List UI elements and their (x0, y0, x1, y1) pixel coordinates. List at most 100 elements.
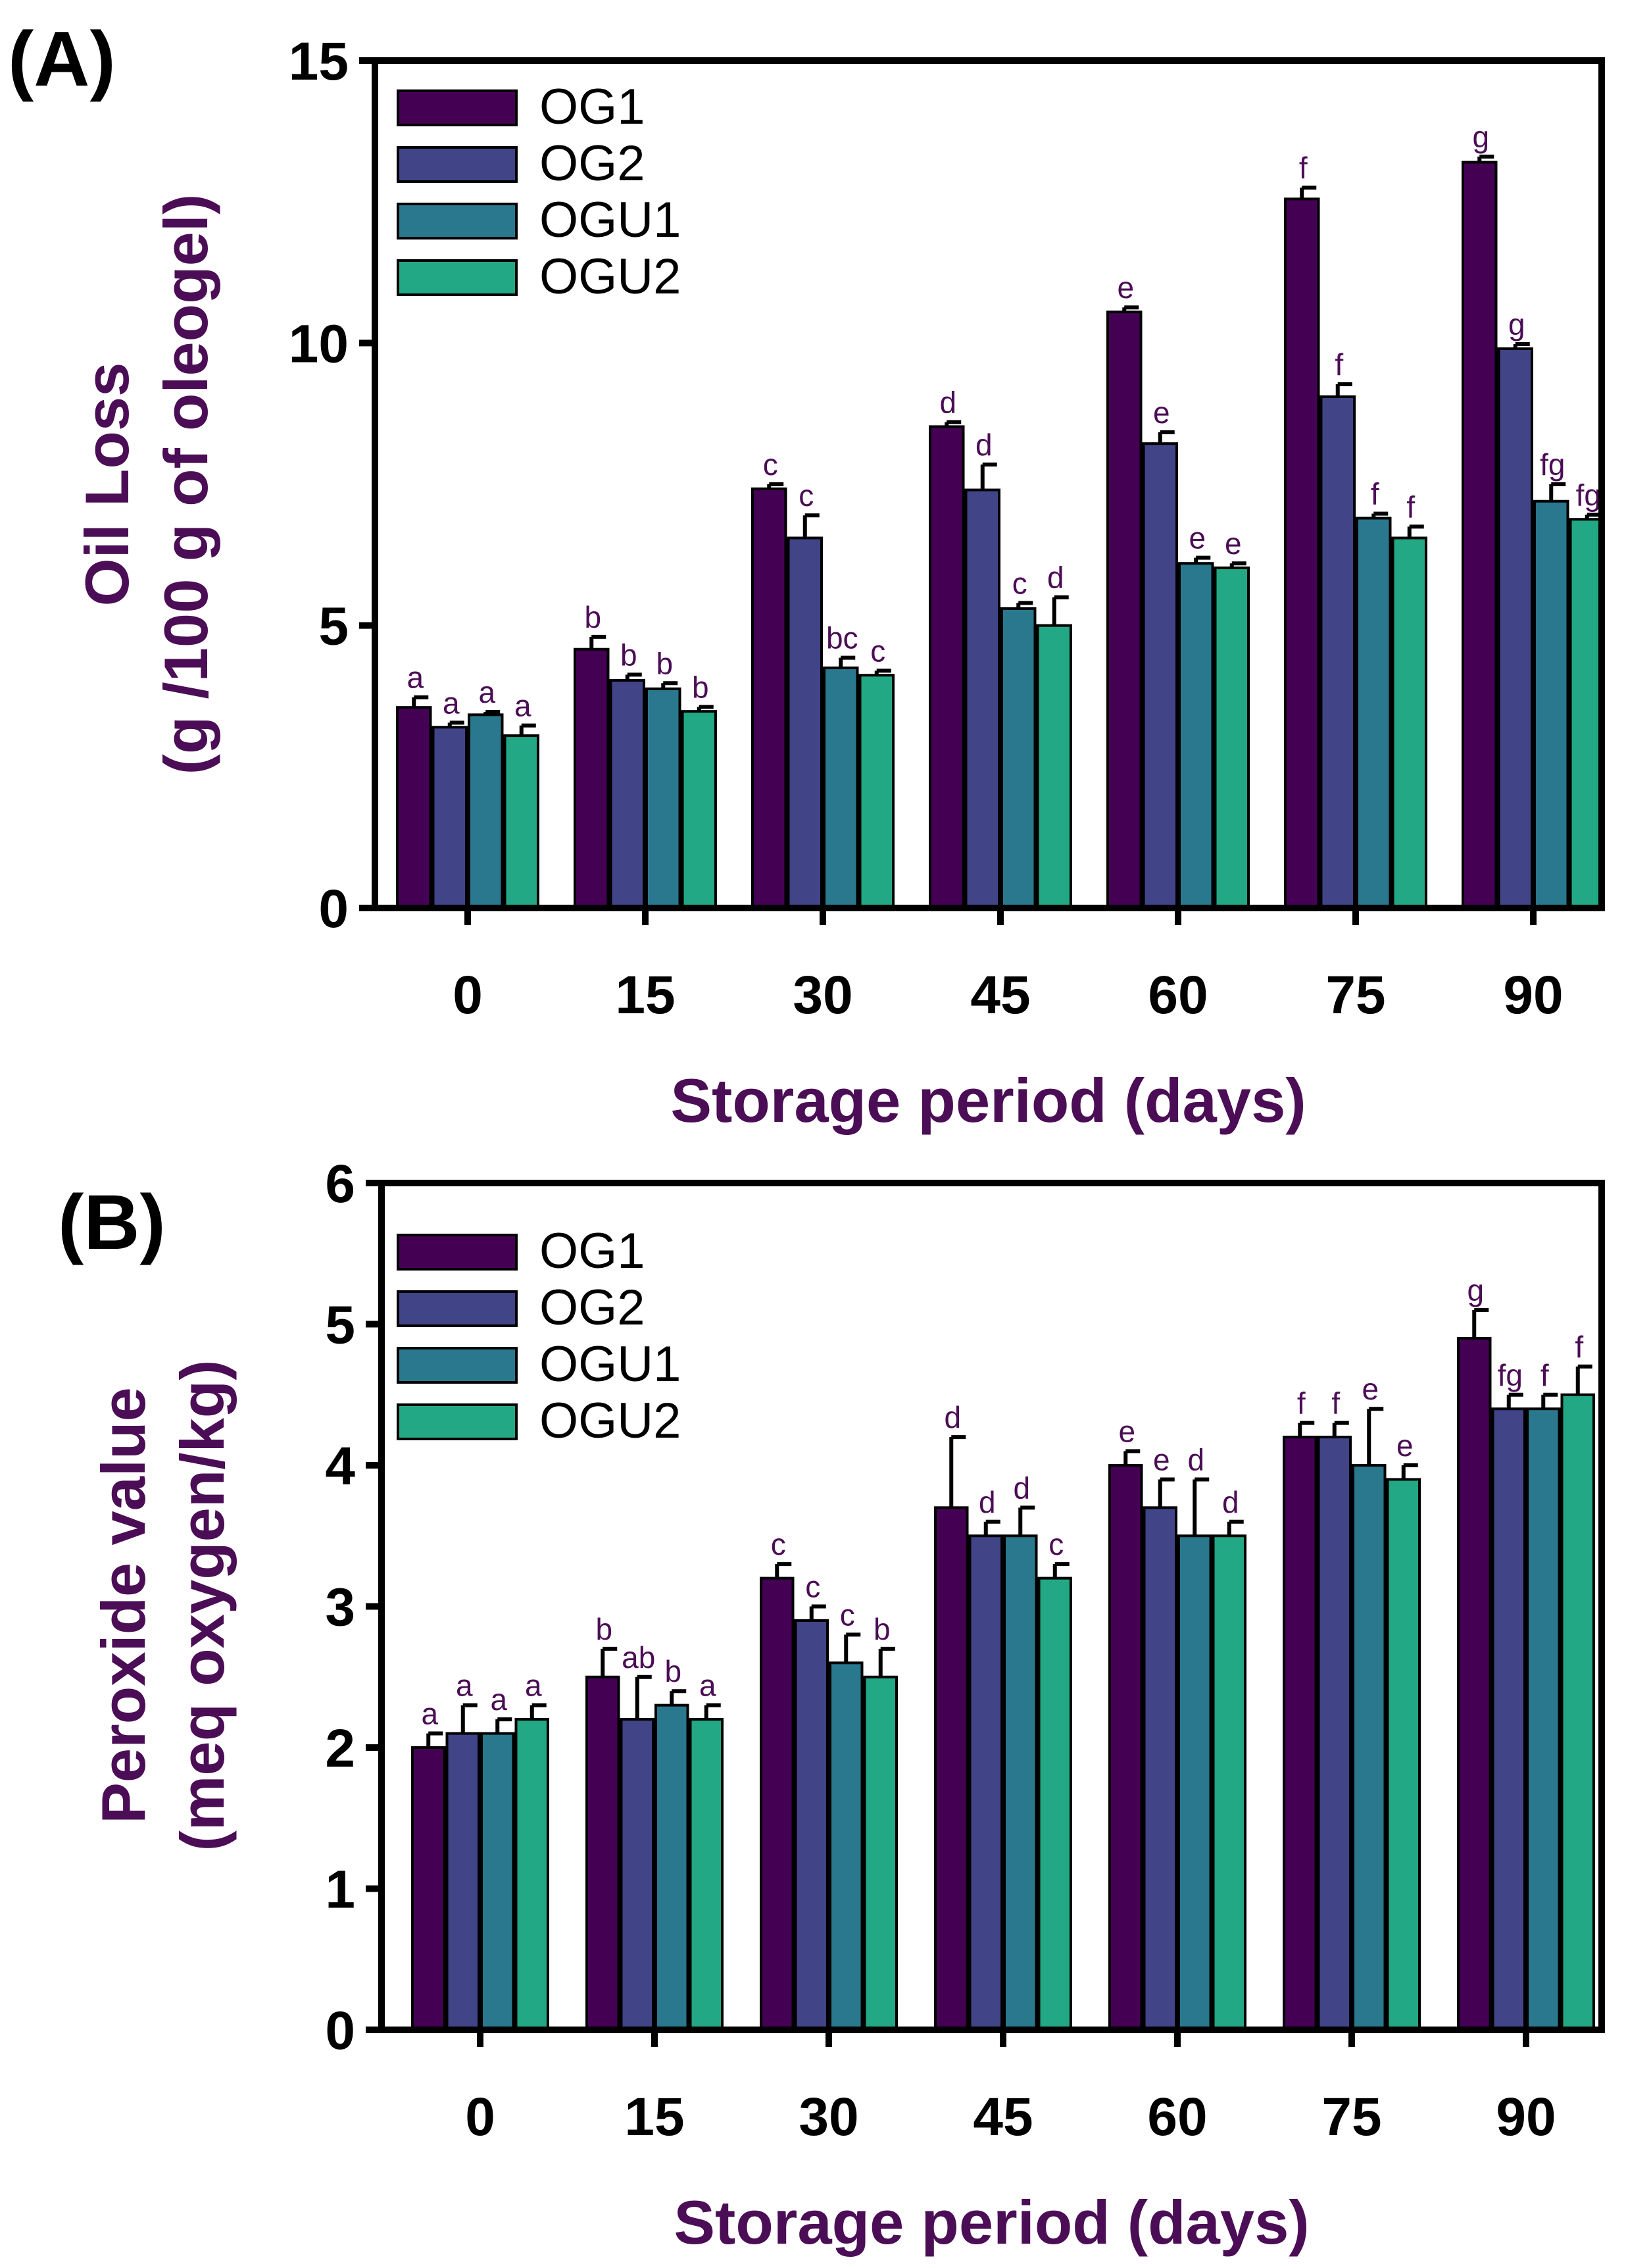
bar-a-og2-75 (1319, 395, 1356, 909)
legend-swatch (397, 1403, 518, 1440)
significance-label: a (421, 1697, 438, 1731)
x-tick-label: 90 (1496, 2087, 1556, 2147)
bar-b-ogu1-30 (829, 1661, 864, 2032)
bar-b-og2-60 (1143, 1506, 1177, 2032)
significance-label: c (805, 1570, 820, 1604)
significance-label: a (490, 1682, 507, 1717)
bar-b-og1-0 (411, 1746, 446, 2031)
significance-label: g (1472, 120, 1489, 154)
significance-label: c (840, 1598, 855, 1632)
significance-label: a (514, 689, 531, 723)
significance-label: f (1297, 1386, 1306, 1421)
significance-label: fg (1576, 478, 1601, 512)
bar-b-ogu1-0 (480, 1732, 515, 2032)
bar-b-ogu2-0 (514, 1718, 549, 2032)
bar-b-og1-90 (1457, 1336, 1492, 2031)
y-axis-subtitle: (g /100 g of oleogel) (151, 194, 220, 775)
significance-label: b (692, 670, 709, 704)
bar-a-ogu2-0 (503, 734, 539, 910)
significance-label: f (1331, 1386, 1340, 1421)
significance-label: a (407, 661, 424, 695)
bar-b-ogu2-30 (863, 1675, 898, 2031)
y-tick-label: 5 (325, 1296, 355, 1355)
legend-label: OG2 (539, 136, 645, 191)
significance-label: e (1396, 1428, 1414, 1463)
bar-a-ogu1-90 (1533, 499, 1569, 909)
significance-label: a (525, 1669, 542, 1703)
significance-label: e (1362, 1372, 1379, 1406)
significance-label: g (1467, 1273, 1484, 1307)
significance-label: f (1371, 477, 1379, 511)
x-tick-label: 15 (624, 2087, 684, 2147)
bar-a-ogu2-75 (1391, 536, 1427, 909)
panel-b-chart: (B)Peroxide value (meq oxygen/kg)01234560… (58, 1154, 1605, 2257)
bar-b-og1-30 (760, 1576, 795, 2032)
significance-label: b (595, 1612, 612, 1646)
significance-label: d (1187, 1442, 1204, 1476)
y-axis-subtitle: (meq oxygen/kg) (168, 1360, 237, 1852)
x-tick-label: 75 (1321, 2087, 1381, 2147)
bar-b-og1-45 (934, 1506, 969, 2032)
bar-a-og1-75 (1284, 197, 1320, 910)
panel-label: (A) (8, 16, 116, 103)
x-tick-label: 30 (799, 2087, 858, 2147)
x-tick-label: 90 (1503, 965, 1563, 1025)
bar-b-og1-75 (1283, 1436, 1318, 2032)
legend-swatch (397, 1234, 518, 1271)
significance-label: a (456, 1669, 473, 1703)
significance-label: f (1335, 347, 1343, 382)
significance-label: d (939, 386, 956, 420)
significance-label: fg (1540, 447, 1565, 482)
x-tick-label: 15 (615, 965, 675, 1025)
bar-a-ogu2-30 (858, 674, 895, 910)
x-tick-label: 30 (793, 965, 852, 1025)
x-tick-label: 75 (1325, 965, 1385, 1025)
legend-label: OG1 (539, 1223, 645, 1279)
y-axis-title: Peroxide value (89, 1387, 158, 1824)
x-tick-label: 0 (453, 965, 483, 1025)
panel-a-chart: (A) Oil Loss (g /100 g of oleogel) 0 5 10 15 0 a… (8, 16, 1605, 1135)
plot-frame (372, 57, 1605, 911)
y-tick-label: 2 (325, 1719, 355, 1778)
panel-label: (B) (58, 1179, 166, 1266)
significance-label: b (584, 600, 601, 634)
y-tick-label: 1 (325, 1860, 355, 1920)
bar-a-og2-60 (1142, 442, 1178, 909)
x-axis-title: Storage period (days) (674, 2188, 1309, 2257)
significance-label: a (478, 675, 495, 709)
legend-swatch (397, 203, 518, 239)
y-tick-label: 10 (289, 314, 349, 374)
bar-a-og2-30 (787, 536, 823, 909)
bar-b-ogu2-60 (1212, 1534, 1246, 2031)
significance-label: f (1299, 151, 1308, 185)
bar-a-ogu1-0 (468, 713, 504, 910)
bar-b-og1-15 (585, 1675, 620, 2031)
x-tick-label: 60 (1148, 965, 1208, 1025)
y-axis-title: Oil Loss (72, 363, 141, 607)
bar-b-ogu2-15 (689, 1718, 724, 2032)
bar-a-ogu2-15 (681, 710, 717, 909)
bar-b-og2-90 (1491, 1407, 1526, 2031)
bar-a-ogu2-60 (1214, 567, 1250, 909)
bar-a-og2-0 (431, 726, 468, 910)
y-tick-label: 15 (289, 32, 349, 91)
legend-label: OG2 (539, 1280, 645, 1336)
significance-label: d (1222, 1485, 1239, 1519)
significance-label: e (1153, 395, 1170, 430)
significance-label: c (799, 478, 814, 513)
legend-swatch (397, 1290, 518, 1327)
bar-a-ogu1-30 (823, 667, 859, 909)
plot-frame (378, 1180, 1605, 2033)
significance-label: d (944, 1400, 961, 1434)
bar-b-ogu2-90 (1560, 1393, 1595, 2031)
x-tick-label: 0 (465, 2087, 495, 2147)
bar-a-og1-0 (396, 706, 432, 909)
y-tick-label: 0 (325, 2001, 355, 2061)
significance-label: e (1117, 270, 1134, 305)
bar-b-og2-45 (968, 1534, 1003, 2031)
legend-swatch (397, 1347, 518, 1384)
bar-a-og2-45 (964, 488, 1000, 909)
legend-label: OGU1 (539, 192, 681, 248)
bar-a-ogu1-60 (1178, 562, 1214, 909)
bar-a-og1-30 (751, 487, 787, 909)
